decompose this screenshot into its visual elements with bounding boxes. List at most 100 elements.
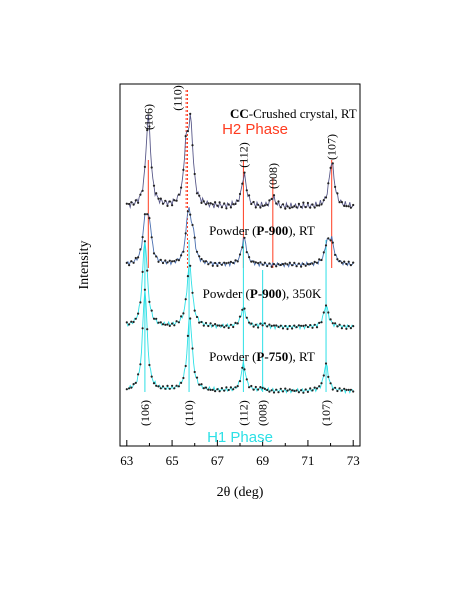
- data-point: [180, 315, 183, 318]
- data-point: [331, 241, 334, 244]
- data-point: [146, 213, 149, 216]
- data-point: [275, 388, 278, 391]
- data-point: [300, 389, 303, 392]
- data-point: [336, 192, 339, 195]
- data-point: [152, 184, 156, 187]
- data-point: [141, 270, 144, 273]
- data-point: [164, 387, 167, 390]
- data-point: [214, 323, 217, 326]
- data-point: [128, 323, 131, 326]
- data-point: [327, 375, 330, 378]
- data-point: [243, 368, 246, 371]
- data-point: [263, 322, 266, 325]
- data-point: [141, 189, 144, 192]
- data-point: [309, 262, 312, 266]
- data-point: [236, 385, 239, 388]
- data-point: [295, 265, 298, 268]
- data-point: [334, 386, 337, 389]
- data-point: [227, 203, 230, 206]
- data-point: [311, 389, 314, 392]
- data-point: [211, 388, 214, 391]
- data-point: [336, 325, 339, 328]
- data-point: [259, 322, 262, 325]
- data-point: [173, 199, 176, 202]
- data-point: [146, 129, 149, 132]
- data-point: [338, 260, 341, 263]
- data-point: [327, 311, 330, 314]
- data-point: [220, 387, 223, 390]
- data-point: [211, 324, 214, 327]
- data-point: [204, 260, 208, 263]
- series-label-bold: P-900: [256, 223, 288, 238]
- x-tick-label: 71: [301, 453, 314, 468]
- data-point: [306, 263, 309, 266]
- data-point: [157, 197, 160, 200]
- data-point: [259, 261, 262, 264]
- data-point: [175, 320, 178, 323]
- data-point: [132, 383, 135, 386]
- data-point: [343, 204, 346, 207]
- data-point: [343, 260, 346, 263]
- data-point: [125, 321, 128, 324]
- data-point: [315, 261, 319, 264]
- data-point: [218, 324, 221, 327]
- data-point: [166, 384, 169, 387]
- data-point: [291, 206, 294, 209]
- data-point: [324, 362, 328, 365]
- data-point: [214, 390, 217, 393]
- data-point: [277, 263, 280, 266]
- data-point: [125, 202, 128, 205]
- data-point: [227, 261, 230, 264]
- data-point: [254, 261, 257, 264]
- data-point: [263, 261, 266, 264]
- data-point: [329, 318, 332, 321]
- data-point: [223, 389, 226, 392]
- data-point: [349, 388, 352, 391]
- data-point: [295, 206, 298, 209]
- data-point: [313, 323, 316, 326]
- data-point: [302, 201, 305, 204]
- data-point: [331, 162, 334, 165]
- data-point: [193, 370, 196, 374]
- data-point: [288, 207, 291, 210]
- data-point: [234, 321, 237, 324]
- data-point: [250, 384, 253, 388]
- data-point: [324, 304, 328, 307]
- data-point: [195, 250, 199, 253]
- data-point: [297, 324, 300, 327]
- data-point: [275, 265, 278, 268]
- data-point: [297, 391, 300, 394]
- data-point: [300, 205, 303, 209]
- data-point: [329, 239, 332, 242]
- data-point: [343, 387, 346, 390]
- data-point: [313, 386, 316, 389]
- data-point: [272, 324, 276, 327]
- data-point: [175, 199, 178, 202]
- data-point: [195, 315, 199, 319]
- data-point: [277, 325, 280, 328]
- data-point: [152, 252, 156, 255]
- data-point: [184, 298, 187, 301]
- data-point: [270, 324, 273, 327]
- h2-hkl-label: (112): [236, 142, 250, 168]
- data-point: [243, 171, 246, 174]
- data-point: [161, 385, 165, 388]
- data-point: [286, 327, 289, 331]
- data-point: [130, 260, 133, 263]
- data-point: [229, 386, 232, 389]
- data-point: [137, 373, 140, 376]
- data-point: [155, 317, 158, 320]
- data-point: [284, 207, 287, 210]
- data-point: [340, 201, 343, 204]
- data-point: [146, 269, 149, 272]
- data-point: [184, 232, 187, 235]
- data-point: [223, 202, 226, 205]
- data-point: [347, 260, 350, 263]
- data-point: [202, 260, 205, 263]
- data-point: [139, 248, 142, 251]
- data-point: [200, 201, 203, 204]
- data-point: [241, 246, 244, 249]
- data-point: [257, 262, 260, 265]
- data-point: [168, 200, 171, 203]
- data-point: [248, 256, 251, 259]
